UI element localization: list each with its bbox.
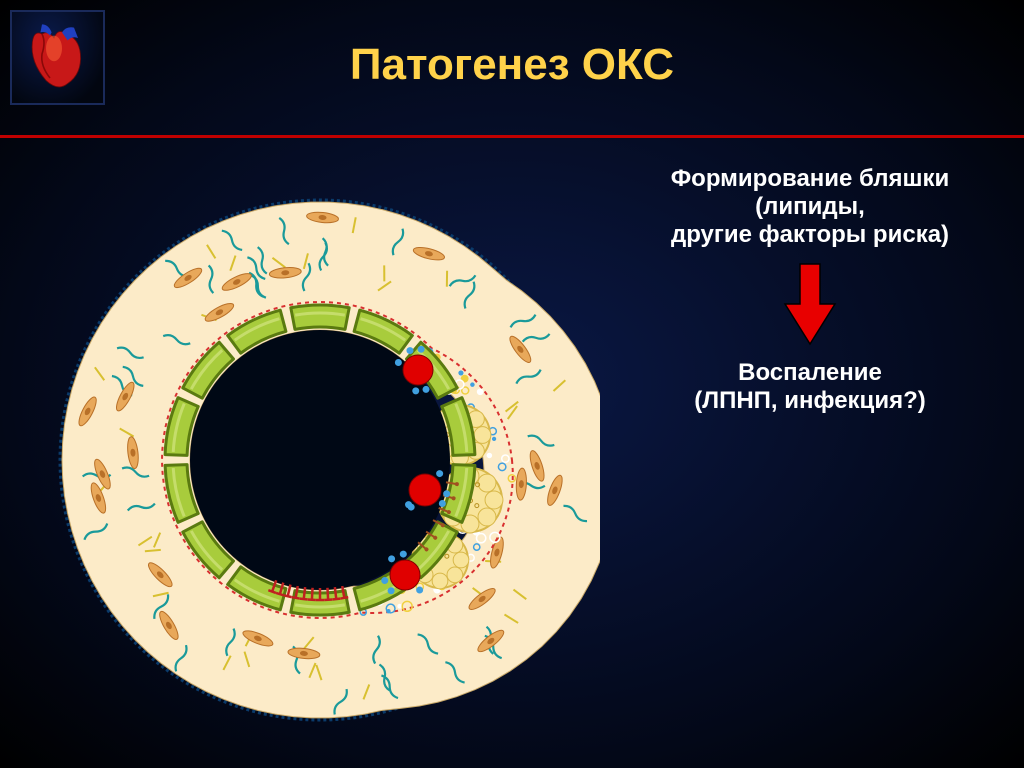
down-arrow-icon bbox=[780, 259, 840, 349]
inflammation-label: Воспаление (ЛПНП, инфекция?) bbox=[620, 359, 1000, 415]
text-line: другие факторы риска) bbox=[620, 221, 1000, 249]
text-line: Формирование бляшки bbox=[620, 165, 1000, 193]
plaque-formation-label: Формирование бляшки (липиды, другие факт… bbox=[620, 165, 1000, 249]
vessel-cross-section-diagram bbox=[40, 180, 600, 740]
text-line: Воспаление bbox=[620, 359, 1000, 387]
side-text-panel: Формирование бляшки (липиды, другие факт… bbox=[620, 165, 1000, 423]
slide-header: Патогенез ОКС bbox=[0, 0, 1024, 135]
text-line: (липиды, bbox=[620, 193, 1000, 221]
text-line: (ЛПНП, инфекция?) bbox=[620, 387, 1000, 415]
slide-title: Патогенез ОКС bbox=[0, 40, 1024, 90]
arrow-container bbox=[620, 259, 1000, 349]
header-divider bbox=[0, 135, 1024, 138]
